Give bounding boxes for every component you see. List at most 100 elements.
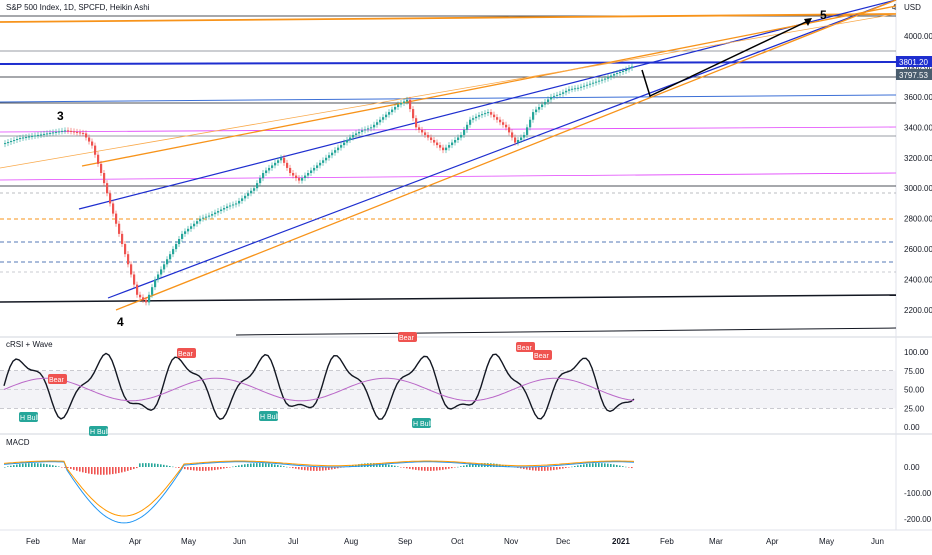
candle-body: [553, 95, 556, 97]
macd-hist-bar: [226, 467, 228, 468]
macd-hist-bar: [571, 466, 573, 468]
candle-body: [124, 244, 127, 255]
macd-hist-bar: [319, 467, 321, 471]
signal-badge-text-7: H Bull: [260, 414, 279, 421]
x-tick-9: Nov: [504, 537, 518, 546]
macd-hist-bar: [529, 467, 531, 471]
macd-hist-bar: [406, 467, 408, 469]
y-tick-main-4: 3200.00: [904, 154, 932, 163]
macd-hist-bar: [82, 467, 84, 473]
candle-body: [40, 134, 43, 136]
macd-hist-bar: [457, 466, 459, 468]
macd-hist-bar: [364, 463, 366, 467]
macd-hist-bar: [169, 466, 171, 467]
time-axis[interactable]: Feb Mar Apr May Jun Jul Aug Sep Oct Nov Dec 2021 Feb…: [26, 537, 884, 546]
candle-body: [313, 167, 316, 171]
macd-hist-bar: [97, 467, 99, 475]
candle-body: [139, 294, 142, 298]
macd-hist-bar: [193, 467, 195, 471]
candle-body: [46, 133, 49, 135]
candle-body: [523, 134, 526, 138]
candle-body: [292, 173, 295, 176]
candle-body: [568, 89, 571, 91]
macd-hist-bar: [520, 467, 522, 469]
macd-hist-bar: [541, 467, 543, 471]
candle-body: [25, 136, 28, 138]
macd-hist-bar: [106, 467, 108, 475]
macd-hist-bar: [280, 465, 282, 467]
macd-hist-bar: [205, 467, 207, 471]
candle-body: [280, 157, 283, 161]
macd-hist-bar: [448, 467, 450, 469]
x-tick-11: 2021: [612, 537, 630, 546]
macd-hist-bar: [73, 467, 75, 470]
macd-hist-bar: [391, 465, 393, 467]
candle-body: [382, 117, 385, 120]
candle-body: [532, 112, 535, 120]
macd-hist-bar: [499, 464, 501, 467]
candle-body: [217, 211, 220, 213]
candle-body: [628, 67, 631, 70]
main-pane[interactable]: 4000.003800.003600.003400.003200.003000.…: [0, 0, 932, 336]
macd-hist-bar: [409, 467, 411, 469]
rsi-pane[interactable]: 100.0075.0050.0025.000.00BearBearBearBea…: [0, 332, 929, 436]
trendline-8: [81, 5, 897, 167]
currency-tick: 4: [892, 3, 897, 12]
candle-body: [223, 208, 226, 210]
macd-hist-bar: [100, 467, 102, 475]
candle-body: [346, 140, 349, 143]
macd-hist-bar: [136, 467, 138, 469]
macd-hist-bar: [304, 467, 306, 471]
trendline-1: [0, 94, 897, 103]
signal-badge-text-6: H Bull: [90, 429, 109, 436]
macd-hist-bar: [172, 466, 174, 468]
macd-hist-bar: [328, 467, 330, 470]
candle-body: [343, 142, 346, 146]
candle-body: [535, 109, 538, 113]
candle-body: [85, 133, 88, 138]
candle-body: [409, 99, 412, 110]
candle-body: [142, 297, 145, 300]
trendline-2: [0, 13, 897, 23]
macd-hist-bar: [595, 463, 597, 467]
macd-hist-bar: [196, 467, 198, 471]
candle-body: [88, 137, 91, 142]
signal-badge-text-5: H Bull: [20, 415, 39, 422]
candle-body: [448, 145, 451, 148]
crsi-line: [3, 352, 635, 420]
macd-hist-bar: [139, 463, 141, 467]
candle-body: [562, 92, 565, 94]
trendline-5: [78, 0, 897, 210]
candle-body: [214, 212, 217, 215]
macd-line: [3, 461, 635, 524]
y-tick-rsi-1: 75.00: [904, 367, 925, 376]
candle-body: [466, 124, 469, 130]
macd-hist-bar: [121, 467, 123, 473]
candle-body: [202, 217, 205, 219]
macd-hist-bar: [397, 466, 399, 467]
x-tick-16: Jun: [871, 537, 884, 546]
projection-arrow-icon: [804, 18, 812, 26]
candle-body: [49, 132, 52, 134]
candle-body: [193, 223, 196, 227]
candle-body: [373, 124, 376, 128]
macd-hist-bar: [298, 467, 300, 470]
candle-body: [526, 127, 529, 135]
candle-body: [130, 264, 133, 275]
candle-body: [538, 107, 541, 110]
macd-hist-bar: [232, 466, 234, 468]
signal-badge-6: [89, 426, 108, 436]
macd-pane[interactable]: 0.00 -100.00 -200.00: [3, 460, 932, 524]
candle-body: [418, 127, 421, 130]
macd-hist-bar: [184, 467, 186, 470]
candle-body: [433, 140, 436, 143]
macd-hist-bar: [580, 464, 582, 467]
macd-hist-bar: [10, 465, 12, 467]
signal-badge-3: [516, 342, 535, 352]
macd-hist-bar: [361, 463, 363, 467]
candle-body: [70, 130, 73, 132]
macd-hist-bar: [133, 467, 135, 470]
candle-body: [397, 104, 400, 108]
